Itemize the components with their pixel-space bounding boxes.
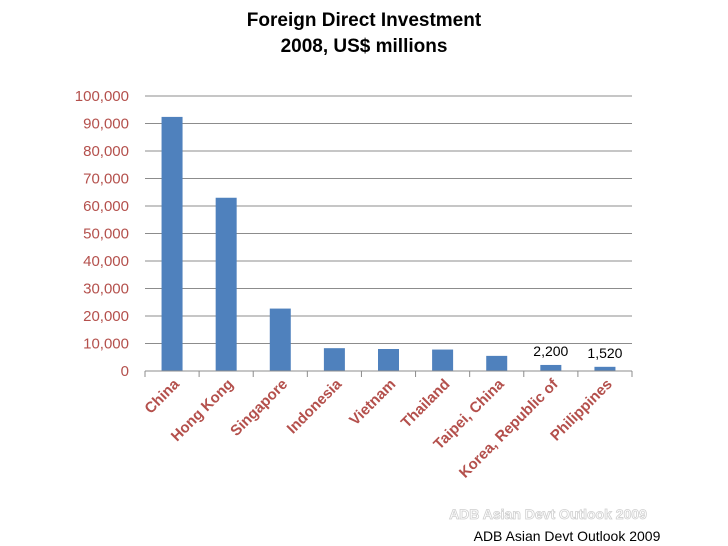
bar-china — [161, 116, 183, 372]
y-tick-label: 30,000 — [83, 281, 129, 298]
x-category-label: Vietnam — [346, 376, 399, 429]
y-tick-label: 90,000 — [83, 116, 129, 133]
y-tick-label: 10,000 — [83, 336, 129, 353]
y-axis-tick-labels: 0 10,000 20,000 30,000 40,000 50,000 60,000 70,… — [75, 88, 129, 380]
bar-hong-kong — [215, 197, 237, 371]
x-category-label: Indonesia — [284, 375, 346, 437]
x-axis — [144, 370, 633, 377]
x-category-label: China — [141, 375, 183, 417]
x-category-label: Thailand — [398, 376, 454, 432]
bar-korea-republic-of — [540, 364, 562, 371]
chart-title-line-2: 2008, US$ millions — [281, 36, 448, 57]
y-tick-label: 70,000 — [83, 171, 129, 188]
bar-taipei-china — [486, 355, 508, 371]
watermark-text: ADB Asian Devt Outlook 2009 — [449, 506, 647, 522]
y-tick-label: 80,000 — [83, 143, 129, 160]
y-tick-label: 20,000 — [83, 308, 129, 325]
y-tick-label: 50,000 — [83, 226, 129, 243]
bar-philippines — [594, 366, 616, 371]
bar-vietnam — [378, 349, 399, 371]
bar-singapore — [269, 308, 291, 371]
y-tick-label: 60,000 — [83, 198, 129, 215]
data-label: 2,200 — [533, 343, 568, 359]
source-note: ADB Asian Devt Outlook 2009 — [474, 528, 661, 544]
y-tick-label: 100,000 — [75, 88, 129, 105]
data-labels: 2,200 1,520 — [533, 343, 622, 361]
x-category-label: Singapore — [227, 376, 291, 440]
x-category-label: Korea, Republic of — [456, 375, 562, 481]
bars — [161, 116, 616, 372]
bar-indonesia — [323, 348, 345, 371]
bar-thailand — [432, 349, 454, 371]
data-label: 1,520 — [587, 345, 622, 361]
y-tick-label: 0 — [121, 363, 129, 380]
chart-title-line-1: Foreign Direct Investment — [247, 10, 482, 31]
y-tick-label: 40,000 — [83, 253, 129, 270]
